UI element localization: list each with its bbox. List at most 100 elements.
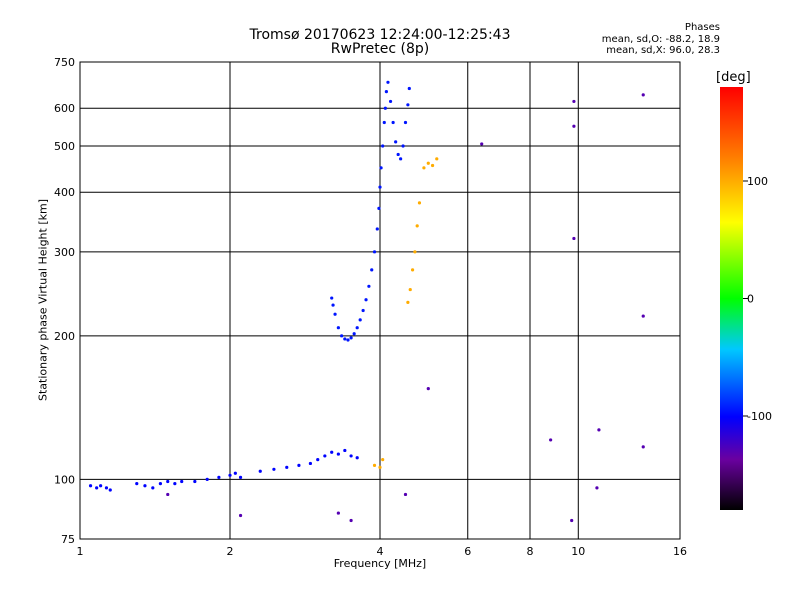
data-point [238, 475, 243, 479]
data-point [308, 461, 313, 466]
data-point [422, 166, 426, 170]
plot-frame [79, 61, 681, 540]
y-tick-label: 400 [54, 186, 75, 199]
data-point [349, 336, 353, 340]
colorbar-unit: [deg] [716, 70, 751, 85]
grid-lines [80, 62, 680, 539]
data-point [378, 185, 382, 189]
data-point [381, 458, 385, 462]
data-point [572, 124, 576, 128]
data-point [95, 486, 99, 490]
colorbar-tick-label: 100 [747, 175, 768, 188]
data-point [166, 492, 170, 497]
data-point [372, 463, 377, 467]
data-point [480, 142, 484, 146]
data-point [180, 479, 184, 484]
data-point [435, 157, 439, 161]
data-point [384, 90, 388, 94]
data-point [217, 475, 221, 479]
y-tick-label: 200 [54, 330, 75, 343]
data-point [641, 93, 645, 97]
data-point [336, 452, 340, 456]
data-point [372, 250, 377, 254]
data-point [135, 481, 139, 486]
data-point [641, 314, 645, 318]
data-point [352, 332, 356, 336]
data-point [343, 448, 347, 453]
phase-x-stats: mean, sd,X: 96.0, 28.3 [606, 45, 720, 56]
data-point [173, 481, 177, 486]
data-point [382, 120, 386, 125]
data-point [330, 450, 334, 454]
data-point [343, 337, 347, 341]
data-point [99, 484, 103, 488]
data-point [364, 298, 368, 302]
data-point [297, 463, 301, 467]
data-point [349, 518, 353, 523]
data-point [331, 303, 335, 307]
data-point [406, 300, 410, 305]
data-point [386, 80, 390, 84]
data-point [570, 518, 574, 523]
data-point [104, 486, 109, 490]
data-point [316, 458, 320, 462]
data-point [143, 484, 147, 488]
data-point [378, 465, 382, 469]
x-tick-label: 8 [527, 545, 534, 558]
data-point [595, 486, 599, 490]
data-points [88, 80, 645, 523]
data-point [323, 454, 327, 458]
data-point [375, 227, 379, 231]
data-point [285, 465, 289, 469]
colorbar-tick-label: 0 [747, 293, 754, 306]
data-point [272, 467, 276, 471]
chart-subtitle: RwPretec (8p) [330, 41, 430, 57]
data-point [377, 206, 381, 210]
data-point [205, 477, 209, 482]
data-point [572, 236, 576, 241]
data-point [336, 511, 340, 515]
x-tick-label: 10 [571, 545, 585, 558]
data-point [258, 469, 262, 473]
data-point [151, 486, 155, 490]
data-point [407, 86, 411, 91]
data-point [349, 454, 353, 458]
y-tick-label: 100 [54, 473, 75, 486]
x-tick-label: 6 [464, 545, 471, 558]
data-point [158, 481, 163, 486]
data-point [641, 445, 645, 449]
y-tick-label: 500 [54, 140, 75, 153]
data-point [394, 140, 398, 144]
data-point [336, 326, 340, 330]
data-point [88, 484, 93, 488]
data-point [381, 144, 385, 148]
data-point [396, 152, 400, 157]
x-tick-label: 2 [227, 545, 234, 558]
data-point [403, 120, 408, 125]
x-tick-label: 16 [673, 545, 687, 558]
data-point [401, 144, 405, 148]
y-tick-label: 600 [54, 102, 75, 115]
x-tick-label: 1 [77, 545, 84, 558]
data-point [399, 157, 403, 161]
colorbar [720, 87, 743, 510]
x-axis-label: Frequency [MHz] [333, 557, 427, 570]
x-tick-label: 4 [377, 545, 384, 558]
data-point [340, 334, 344, 338]
data-point [330, 296, 334, 300]
data-point [367, 284, 371, 288]
data-point [333, 312, 337, 316]
data-point [355, 456, 359, 460]
colorbar-ticks: 100 0 -100 [743, 175, 772, 423]
data-point [403, 492, 408, 497]
data-point [108, 488, 112, 492]
data-point [597, 428, 601, 432]
y-tick-label: 300 [54, 246, 75, 259]
chart-title: Tromsø 20170623 12:24:00-12:25:43 [249, 27, 511, 43]
data-point [233, 471, 237, 475]
data-point [193, 479, 197, 484]
data-point [355, 326, 359, 330]
data-point [572, 99, 576, 104]
phase-o-stats: mean, sd,O: -88.2, 18.9 [601, 34, 720, 45]
